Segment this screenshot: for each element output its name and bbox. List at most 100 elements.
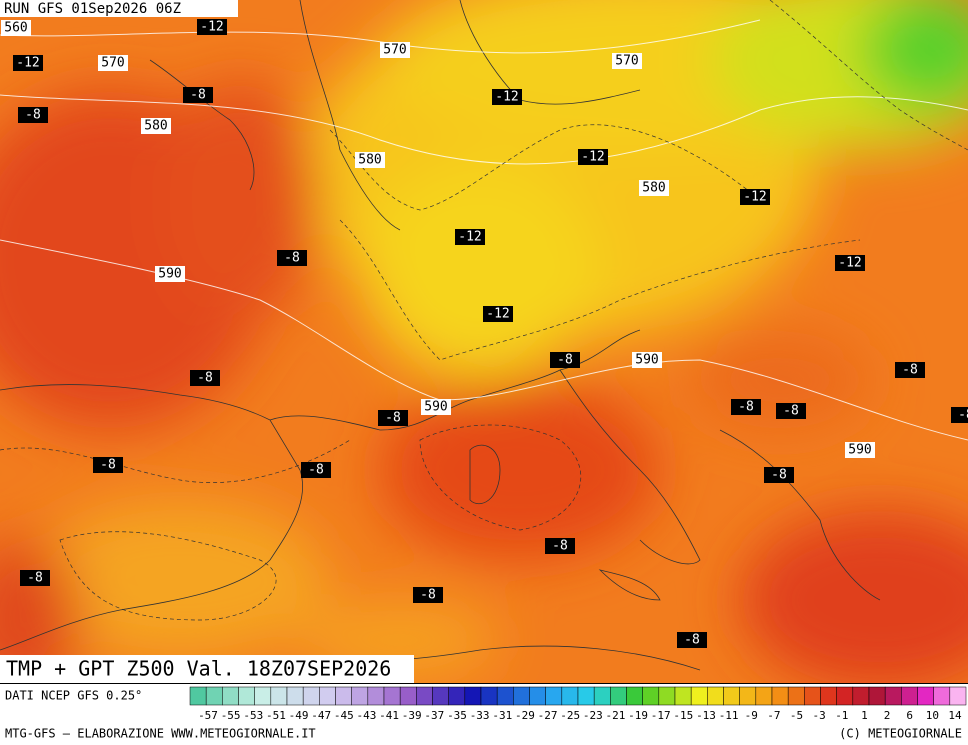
temperature-label: -8 [738, 400, 754, 415]
color-scale: -57 -55 -53 -51 -49 -47 -45 -43 -41 -39 -37 -35 -33-… [189, 686, 967, 722]
temperature-label-box [895, 362, 925, 378]
scale-label: -47 [311, 709, 331, 722]
scale-swatch [884, 686, 902, 706]
temperature-label-box [951, 407, 968, 423]
run-label-box [0, 0, 238, 17]
temperature-label-box [483, 306, 513, 322]
scale-swatch [852, 686, 870, 706]
scale-label: -49 [289, 709, 309, 722]
temperature-label: -12 [486, 307, 509, 322]
temperature-label-box [764, 467, 794, 483]
temperature-label: -12 [743, 190, 766, 205]
scale-label: -15 [673, 709, 693, 722]
scale-label: 10 [926, 709, 939, 722]
temperature-label: -8 [385, 411, 401, 426]
scale-label: -35 [447, 709, 467, 722]
temperature-label-box [18, 107, 48, 123]
geopotential-label: 590 [424, 400, 447, 415]
scale-label: -5 [790, 709, 803, 722]
geopotential-label: 590 [635, 353, 658, 368]
scale-label: 14 [948, 709, 962, 722]
scale-swatch [205, 686, 223, 706]
temperature-label-box [13, 55, 43, 71]
scale-swatch [319, 686, 336, 706]
scale-swatch [416, 686, 433, 706]
temperature-label: -8 [197, 371, 213, 386]
source-text: DATI NCEP GFS 0.25° [5, 689, 142, 703]
scale-label: -1 [835, 709, 848, 722]
scale-label: -31 [492, 709, 512, 722]
geopotential-label: 590 [158, 267, 181, 282]
temperature-label: -12 [838, 256, 861, 271]
scale-swatch [933, 686, 951, 706]
scale-label: -7 [767, 709, 780, 722]
scale-swatch [626, 686, 643, 706]
temperature-label: -12 [581, 150, 604, 165]
geopotential-label-box [380, 42, 410, 58]
scale-label: -57 [198, 709, 218, 722]
scale-label: -33 [470, 709, 490, 722]
title-box [0, 655, 414, 683]
scale-label: -21 [606, 709, 626, 722]
geopotential-label-box [1, 20, 31, 36]
temperature-label: -8 [902, 363, 918, 378]
isotherm-contours [0, 0, 968, 621]
geopotential-label: 590 [848, 443, 871, 458]
scale-swatch [302, 686, 320, 706]
scale-label: -39 [402, 709, 422, 722]
geopotential-label: 570 [615, 54, 638, 69]
temperature-label-box [740, 189, 770, 205]
temperature-label-box [550, 352, 580, 368]
scale-label: -17 [651, 709, 671, 722]
temperature-label-box [413, 587, 443, 603]
temperature-label-box [545, 538, 575, 554]
scale-label: -13 [696, 709, 716, 722]
geopotential-label-box [632, 352, 662, 368]
scale-swatch [610, 686, 627, 706]
map-title: TMP + GPT Z500 Val. 18Z07SEP2026 [6, 657, 391, 681]
scale-label: -55 [221, 709, 241, 722]
scale-label: -53 [243, 709, 263, 722]
scale-swatch [658, 686, 676, 706]
coastlines [0, 0, 881, 671]
scale-swatch [464, 686, 482, 706]
scale-label: -3 [813, 709, 826, 722]
scale-swatch [448, 686, 466, 706]
temperature-label: -8 [684, 633, 700, 648]
temperature-label: -8 [958, 408, 968, 423]
scale-swatch [335, 686, 352, 706]
scale-label: -27 [538, 709, 558, 722]
scale-swatch [723, 686, 740, 706]
scale-swatch [513, 686, 530, 706]
temperature-label: -8 [783, 404, 799, 419]
scale-swatch [399, 686, 417, 706]
copyright-text: (C) METEOGIORNALE [839, 727, 962, 741]
scale-swatch [222, 686, 239, 706]
temperature-label-box [455, 229, 485, 245]
geopotential-label-box [98, 55, 128, 71]
temperature-label-box [197, 19, 227, 35]
scale-label: 2 [884, 709, 891, 722]
scale-swatch [836, 686, 854, 706]
temperature-label-box [183, 87, 213, 103]
scale-swatch [707, 686, 724, 706]
scale-swatch [545, 686, 563, 706]
temperature-label-box [776, 403, 806, 419]
scale-swatch [529, 686, 546, 706]
scale-swatch [367, 686, 385, 706]
scale-swatch [771, 686, 789, 706]
temperature-label-box [578, 149, 608, 165]
scale-label: -37 [424, 709, 444, 722]
geopotential-label: 570 [101, 56, 124, 71]
scale-swatch [432, 686, 449, 706]
scale-swatch [238, 686, 255, 706]
geopotential-label-box [355, 152, 385, 168]
scale-swatch [755, 686, 773, 706]
scale-swatch [383, 686, 401, 706]
temperature-label: -8 [552, 539, 568, 554]
scale-label: -45 [334, 709, 354, 722]
scale-label: -51 [266, 709, 286, 722]
scale-label: -9 [745, 709, 758, 722]
temperature-label: -12 [200, 20, 223, 35]
